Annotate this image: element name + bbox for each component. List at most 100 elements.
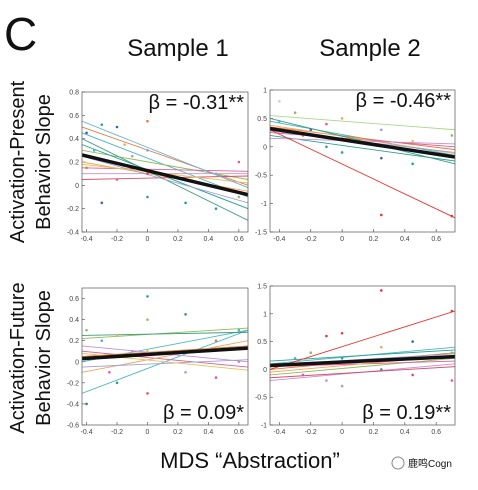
point	[100, 201, 104, 205]
point	[380, 289, 383, 292]
subject-fit-line	[82, 331, 248, 336]
x-tick-label: 0.4	[204, 429, 214, 436]
point	[237, 160, 241, 164]
group-fit-line	[82, 153, 248, 197]
point	[237, 328, 241, 332]
point	[146, 149, 149, 152]
subplot: -1 -0.5 0 0.5 1 1.5 -0.4 -0.2 0 0.2 0.4 0.6 β = 0.19…	[255, 284, 456, 436]
point	[340, 151, 344, 154]
x-tick-label: 0.2	[173, 429, 183, 436]
y-tick-label: 0	[263, 367, 267, 374]
point	[184, 313, 187, 316]
subject-fit-line	[82, 155, 248, 204]
point	[146, 295, 149, 298]
y-tick-label: -0.2	[67, 206, 79, 213]
y-tick-label: -0.4	[67, 230, 79, 237]
beta-annotation: β = 0.09*	[163, 402, 244, 424]
x-tick-label: 0.6	[431, 236, 441, 243]
y-tick-label: -1	[261, 201, 267, 208]
y-tick-label: 0	[75, 359, 79, 366]
x-tick-label: 0	[340, 429, 344, 436]
y-tick-label: 0.4	[69, 317, 79, 324]
point	[184, 371, 187, 374]
point	[100, 123, 104, 126]
point	[325, 334, 328, 338]
point	[237, 195, 241, 199]
y-tick-label: -0.6	[67, 423, 79, 430]
point	[340, 117, 344, 120]
x-tick-label: -0.4	[81, 429, 93, 436]
point	[450, 134, 454, 137]
point	[450, 214, 454, 218]
group-fit-line	[82, 346, 248, 361]
point	[85, 328, 88, 332]
y-tick-label: 0.2	[69, 160, 79, 167]
y-tick-label: 1	[263, 88, 267, 95]
plot-area	[82, 295, 248, 406]
point	[450, 309, 454, 313]
point	[293, 356, 297, 360]
point	[325, 379, 328, 382]
point	[92, 149, 96, 152]
axes-box	[269, 285, 456, 426]
point	[214, 207, 218, 210]
point	[146, 172, 149, 175]
beta-annotation: β = -0.46**	[356, 90, 452, 112]
x-tick-label: 0.6	[234, 429, 244, 436]
beta-annotation: β = 0.19**	[362, 402, 451, 424]
point	[100, 339, 104, 342]
point	[184, 201, 187, 205]
point	[85, 402, 88, 406]
point	[278, 119, 281, 123]
subject-fit-line	[82, 126, 248, 186]
axes-box	[81, 287, 249, 426]
subject-fit-line	[270, 310, 455, 370]
point	[340, 384, 344, 388]
x-tick-label: 0.4	[400, 236, 410, 243]
x-tick-label: 0	[146, 429, 150, 436]
point	[123, 143, 126, 146]
point	[130, 349, 134, 353]
x-tick-label: 0	[146, 236, 150, 243]
x-tick-label: -0.2	[111, 429, 123, 436]
subject-fit-line	[82, 120, 248, 189]
point	[115, 125, 119, 129]
x-tick-label: 0.6	[234, 236, 244, 243]
point	[115, 381, 119, 385]
point	[85, 131, 88, 135]
point	[293, 111, 297, 115]
point	[411, 373, 414, 377]
y-tick-label: -1	[261, 423, 267, 430]
subject-fit-line	[270, 357, 455, 376]
point	[450, 379, 454, 382]
point	[146, 195, 149, 199]
subject-fit-line	[270, 366, 455, 379]
subject-fit-line	[270, 129, 455, 219]
point	[146, 119, 149, 123]
subject-fit-line	[82, 340, 248, 373]
subject-fit-line	[82, 359, 248, 368]
y-tick-label: 1	[263, 311, 267, 318]
point	[309, 128, 313, 132]
y-tick-label: 0.4	[69, 136, 79, 143]
subplot: -0.4 -0.2 0 0.2 0.4 0.6 0.8 -0.4 -0.2 0 0.2 0.4 0.6 β…	[67, 90, 249, 243]
point	[214, 339, 218, 342]
x-tick-label: -0.4	[81, 236, 93, 243]
axes-box	[81, 91, 249, 233]
y-tick-label: 0.5	[257, 116, 267, 123]
point	[325, 122, 328, 126]
y-tick-label: 0.6	[69, 296, 79, 303]
y-tick-label: 0.5	[257, 339, 267, 346]
point	[237, 360, 241, 364]
point	[380, 156, 383, 160]
row-label: Behavior Slope	[33, 94, 55, 230]
point	[340, 356, 344, 360]
y-tick-label: 0	[75, 183, 79, 190]
point	[411, 139, 414, 143]
point	[146, 349, 149, 353]
point	[380, 213, 383, 217]
y-tick-label: -1.5	[255, 230, 267, 237]
point	[340, 331, 344, 335]
y-tick-label: 0.2	[69, 338, 79, 345]
point	[146, 318, 149, 321]
